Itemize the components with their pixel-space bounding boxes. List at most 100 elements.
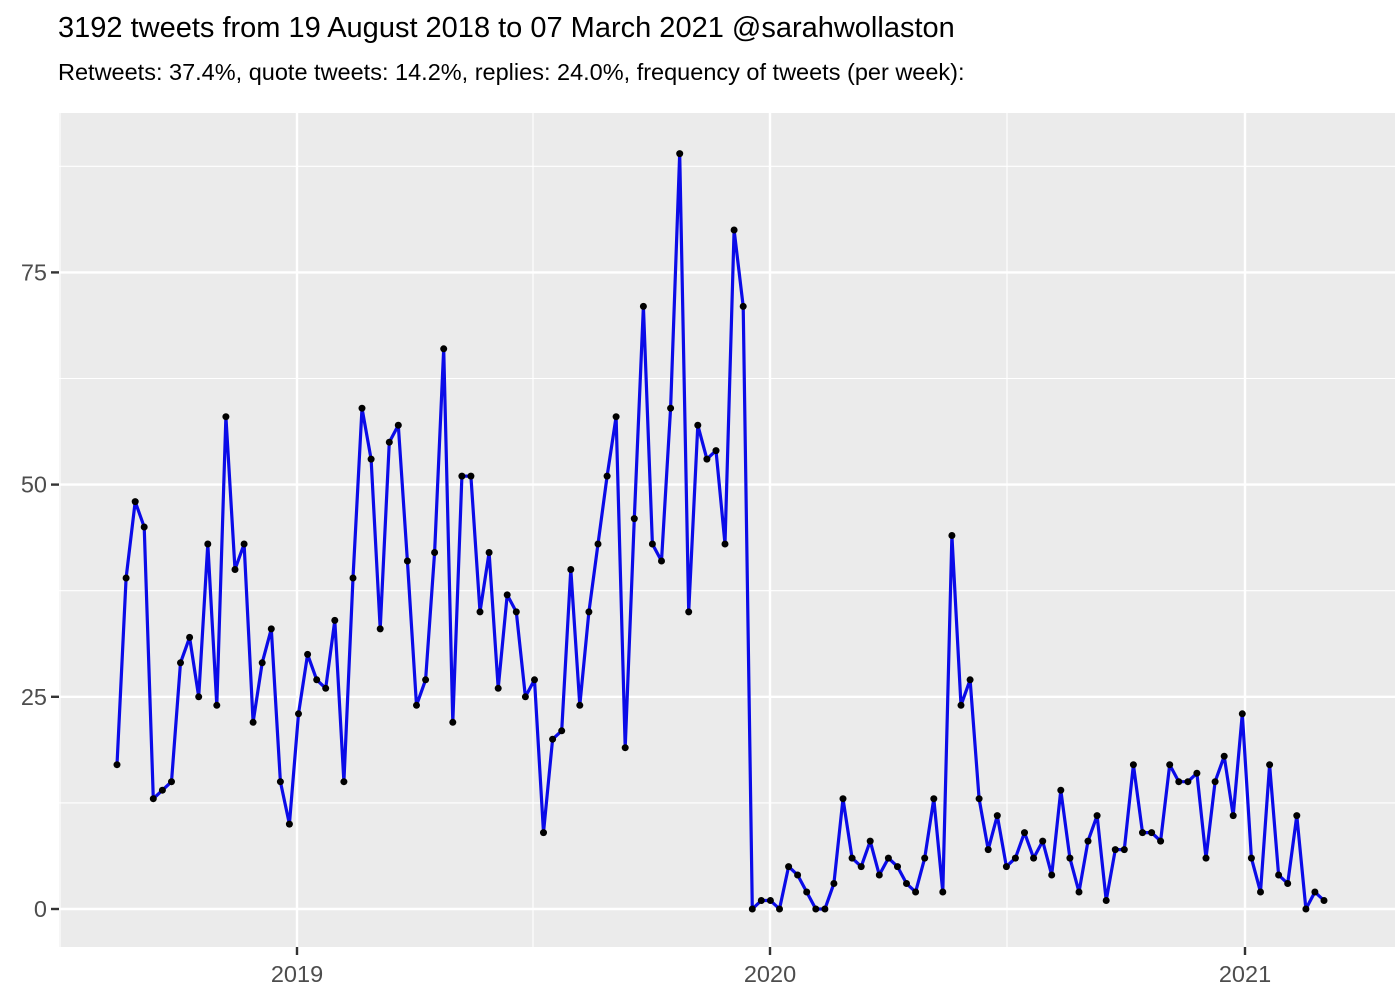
data-point <box>213 701 221 709</box>
data-point <box>431 549 439 556</box>
data-point <box>866 837 874 845</box>
data-point <box>1021 829 1028 837</box>
data-point <box>249 718 257 726</box>
data-point <box>549 735 557 743</box>
x-axis-tick-label: 2021 <box>1219 961 1271 987</box>
data-point <box>639 302 647 310</box>
data-point <box>1257 888 1264 896</box>
data-point <box>821 905 829 913</box>
data-point <box>884 854 892 862</box>
data-point <box>585 608 593 616</box>
data-point <box>1211 778 1219 786</box>
data-point <box>1120 846 1128 854</box>
data-point <box>1129 761 1137 769</box>
data-point <box>703 455 711 463</box>
data-point <box>376 625 384 633</box>
data-point <box>785 863 793 871</box>
data-point <box>177 659 184 667</box>
data-point <box>521 693 529 701</box>
data-point <box>440 345 448 353</box>
y-axis-tick-label: 25 <box>21 684 47 710</box>
data-point <box>494 684 502 692</box>
data-point <box>1039 837 1047 845</box>
data-point <box>149 795 157 803</box>
data-point <box>1084 837 1092 845</box>
data-point <box>676 150 684 158</box>
data-point <box>413 701 420 709</box>
data-point <box>766 897 774 904</box>
data-point <box>594 540 602 548</box>
data-point <box>449 718 457 726</box>
data-point <box>1030 854 1038 862</box>
data-point <box>186 633 194 641</box>
data-point <box>158 786 166 794</box>
data-point <box>349 574 357 582</box>
data-point <box>385 438 393 446</box>
y-axis-tick-label: 50 <box>21 472 47 498</box>
data-point <box>567 566 575 573</box>
data-point <box>1157 837 1165 845</box>
data-point <box>757 897 765 904</box>
data-point <box>712 447 720 455</box>
data-point <box>857 863 865 871</box>
data-point <box>748 905 756 913</box>
data-point <box>1002 863 1010 871</box>
data-point <box>540 829 547 837</box>
data-point <box>467 472 475 480</box>
data-point <box>1048 871 1056 879</box>
major-gridlines <box>59 113 1395 947</box>
data-point <box>304 650 312 658</box>
x-axis-tick-label: 2019 <box>271 961 323 987</box>
data-point <box>930 795 938 803</box>
data-point <box>667 404 675 412</box>
data-point <box>939 888 947 896</box>
data-point <box>803 888 811 896</box>
data-point <box>1220 752 1228 760</box>
data-point <box>140 523 148 531</box>
data-point <box>1320 897 1328 904</box>
data-point <box>630 515 638 523</box>
data-point <box>1102 897 1110 904</box>
data-point <box>1075 888 1083 896</box>
data-point <box>322 684 330 692</box>
data-point <box>358 404 366 412</box>
data-point <box>267 625 275 633</box>
data-point <box>222 413 230 421</box>
data-point <box>1302 905 1310 913</box>
x-axis-labels: 2019 2020 2021 <box>271 961 1271 987</box>
data-point <box>422 676 430 684</box>
data-point <box>367 455 375 463</box>
data-point <box>1184 778 1192 786</box>
data-point <box>966 676 974 684</box>
data-point <box>131 498 139 506</box>
data-point <box>1247 854 1255 862</box>
data-point <box>721 540 729 548</box>
y-axis-tick-label: 0 <box>34 896 47 922</box>
data-point <box>957 701 965 709</box>
data-points <box>113 150 1328 913</box>
data-point <box>394 421 402 429</box>
x-axis-tick-label: 2020 <box>744 961 796 987</box>
data-point <box>1238 710 1246 718</box>
data-point <box>1311 888 1319 896</box>
y-axis-labels: 0 25 50 75 <box>21 259 47 922</box>
data-point <box>993 812 1001 820</box>
data-point <box>1293 812 1301 820</box>
data-point <box>921 854 929 862</box>
data-point <box>739 302 747 310</box>
data-point <box>848 854 856 862</box>
data-point <box>285 820 293 828</box>
data-point <box>975 795 983 803</box>
data-point <box>1139 829 1146 837</box>
data-point <box>1011 854 1019 862</box>
data-point <box>331 616 339 624</box>
data-point <box>776 905 783 913</box>
data-point <box>231 566 239 573</box>
data-point <box>122 574 130 582</box>
data-point <box>1057 786 1065 794</box>
data-point <box>1202 854 1210 862</box>
data-point <box>603 472 611 480</box>
data-point <box>984 846 992 854</box>
data-point <box>1175 778 1183 786</box>
